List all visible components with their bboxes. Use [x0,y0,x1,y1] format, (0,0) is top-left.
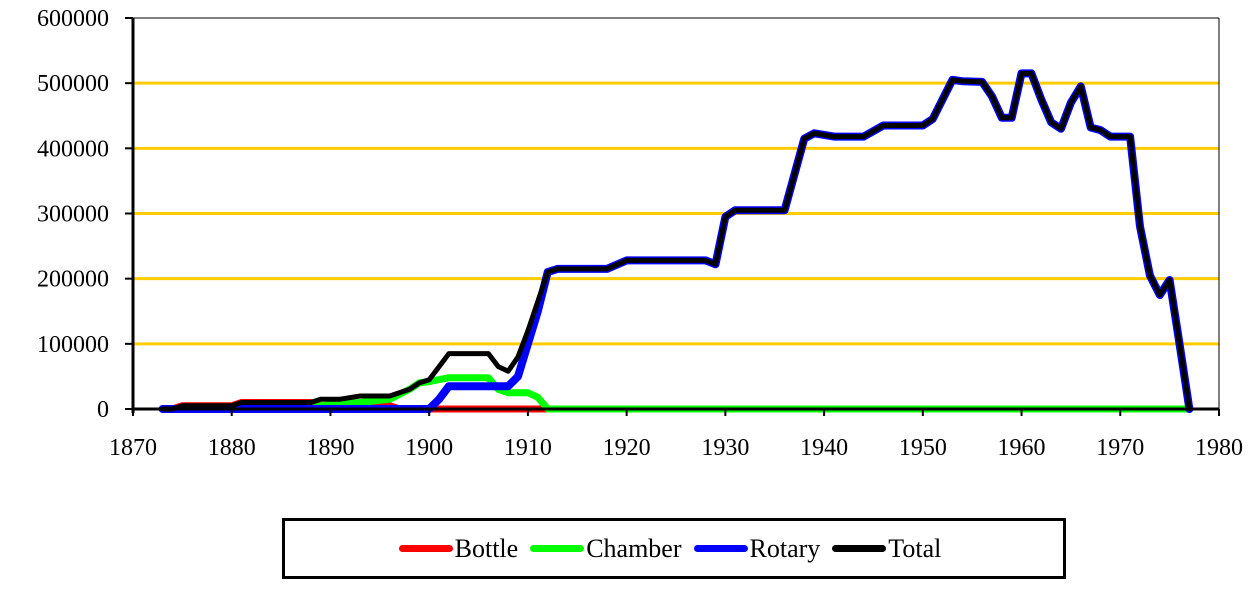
y-tick-label: 200000 [37,267,109,293]
x-tick-label: 1930 [701,435,749,461]
x-tick-label: 1910 [504,435,552,461]
x-tick-label: 1890 [306,435,354,461]
y-tick-label: 600000 [37,6,109,32]
x-tick-label: 1960 [998,435,1046,461]
total-line-swatch-icon [832,545,887,552]
x-tick-label: 1940 [800,435,848,461]
legend-label: Chamber [586,533,682,563]
x-tick-label: 1980 [1195,435,1243,461]
y-tick-label: 100000 [37,332,109,358]
y-tick-label: 400000 [37,136,109,162]
series-line-chamber [159,374,1193,413]
series-lines [158,69,1194,413]
legend-label: Bottle [454,533,519,563]
bottle-line-swatch-icon [398,545,453,552]
series-line-total [160,70,1192,412]
x-tick-label: 1970 [1096,435,1144,461]
x-tick-label: 1880 [208,435,256,461]
legend-label: Rotary [749,533,821,563]
gridlines [133,81,1219,346]
y-tick-label: 0 [97,397,109,423]
y-tick-label: 500000 [37,71,109,97]
x-tick-label: 1870 [109,435,157,461]
axes [125,17,1220,416]
y-axis-labels: 0 100000 200000 300000 400000 500000 600000 [37,6,109,423]
x-tick-label: 1950 [899,435,947,461]
legend: Bottle Chamber Rotary Total [282,518,1066,579]
series-line-rotary [158,69,1194,413]
x-tick-label: 1920 [603,435,651,461]
legend-item-bottle: Bottle [398,533,527,564]
legend-item-chamber: Chamber [530,534,689,564]
chamber-line-swatch-icon [530,545,585,552]
rotary-line-swatch-icon [693,545,748,552]
legend-label: Total [888,533,942,563]
x-tick-label: 1900 [405,435,453,461]
x-axis-labels: 1870 1880 1890 1900 1910 1920 1930 1940 1950 1960… [109,435,1243,461]
legend-item-total: Total [832,534,949,564]
y-tick-label: 300000 [37,202,109,228]
legend-item-rotary: Rotary [693,533,829,564]
